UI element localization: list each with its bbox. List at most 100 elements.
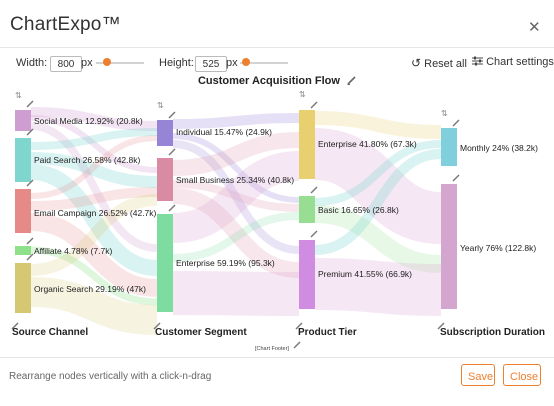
link — [172, 271, 300, 316]
sankey-node[interactable] — [15, 263, 31, 313]
node-label: Enterprise 41.80% (67.3k) — [318, 139, 417, 149]
link — [172, 132, 300, 176]
edit-pencil-icon[interactable] — [11, 322, 19, 330]
width-label: Width: — [16, 57, 48, 69]
link — [30, 152, 158, 188]
link — [313, 128, 443, 244]
edit-pencil-icon[interactable] — [437, 322, 445, 330]
reset-all-button[interactable]: ↺ Reset all — [411, 56, 467, 70]
width-slider-handle[interactable] — [103, 58, 111, 66]
close-icon[interactable]: ✕ — [528, 19, 541, 36]
edit-pencil-icon[interactable] — [293, 341, 301, 349]
link — [314, 258, 442, 316]
height-label: Height: — [159, 57, 194, 69]
app-title: ChartExpo™ — [10, 14, 121, 35]
sankey-node[interactable] — [441, 184, 457, 309]
sankey-node[interactable] — [441, 128, 457, 166]
sankey-chart: ⇅ ⇅ ⇅ ⇅ — [11, 90, 545, 352]
edit-pencil-icon[interactable] — [452, 119, 460, 127]
sankey-node[interactable] — [15, 246, 31, 255]
sankey-node[interactable] — [157, 120, 173, 146]
link — [172, 151, 300, 243]
link — [30, 194, 158, 276]
header-divider — [0, 47, 554, 48]
edit-pencil-icon[interactable] — [168, 148, 176, 156]
height-slider-handle[interactable] — [242, 58, 250, 66]
chart-footer-placeholder[interactable]: [Chart Footer] — [255, 346, 289, 352]
footer-divider — [0, 357, 554, 358]
drag-hint: Rearrange nodes vertically with a click-… — [9, 371, 212, 382]
reset-all-label: Reset all — [424, 58, 467, 70]
node-label: Yearly 76% (122.8k) — [460, 243, 536, 253]
sort-arrows-icon[interactable]: ⇅ — [299, 90, 306, 99]
node-label: Monthly 24% (38.2k) — [460, 143, 538, 153]
node-labels: Social Media 12.92% (20.8k) Paid Search … — [34, 116, 538, 294]
edit-pencil-icon[interactable] — [26, 179, 34, 187]
node-label: Small Business 25.34% (40.8k) — [176, 175, 294, 185]
link — [172, 140, 300, 254]
node-label: Enterprise 59.19% (95.3k) — [176, 258, 275, 268]
link — [30, 164, 158, 276]
edit-pencil-icon[interactable] — [168, 204, 176, 212]
sort-arrows-icon[interactable]: ⇅ — [15, 91, 22, 100]
height-slider[interactable] — [240, 62, 288, 64]
link — [30, 135, 158, 199]
edit-pencil-icon[interactable] — [26, 253, 34, 261]
link — [172, 188, 300, 278]
node-label: Basic 16.65% (26.8k) — [318, 205, 399, 215]
chart-settings-button[interactable]: Chart settings — [472, 56, 554, 68]
link — [172, 180, 300, 212]
settings-sliders-icon — [472, 56, 483, 66]
edit-pencil-icon[interactable] — [310, 101, 318, 109]
node-label: Individual 15.47% (24.9k) — [176, 127, 272, 137]
close-button[interactable]: Close — [503, 364, 541, 386]
edit-pencil-icon[interactable] — [168, 111, 176, 119]
sort-arrows-icon[interactable]: ⇅ — [441, 109, 448, 118]
link — [30, 246, 158, 306]
link — [172, 113, 300, 129]
edit-pencil-icon[interactable] — [153, 322, 161, 330]
save-button[interactable]: Save — [461, 364, 495, 386]
node-label: Paid Search 26.58% (42.8k) — [34, 155, 140, 165]
reset-icon: ↺ — [411, 56, 422, 70]
node-label: Social Media 12.92% (20.8k) — [34, 116, 143, 126]
node-label: Affiliate 4.78% (7.7k) — [34, 246, 112, 256]
edit-pencil-icon[interactable] — [26, 128, 34, 136]
sankey-node[interactable] — [299, 196, 315, 223]
link — [30, 277, 158, 335]
link — [172, 212, 300, 262]
link — [314, 140, 442, 206]
sort-handles[interactable]: ⇅ ⇅ ⇅ ⇅ — [15, 90, 448, 118]
height-input[interactable] — [195, 56, 227, 72]
edit-title-icon[interactable] — [347, 76, 356, 85]
column-title: Customer Segment — [155, 327, 247, 338]
width-input[interactable] — [50, 56, 82, 72]
height-unit: px — [226, 57, 238, 69]
chart-title[interactable]: Customer Acquisition Flow — [0, 75, 554, 87]
sankey-node[interactable] — [157, 214, 173, 312]
node-label: Email Campaign 26.52% (42.7k) — [34, 208, 157, 218]
link — [30, 213, 158, 297]
sankey-nodes[interactable] — [15, 110, 457, 313]
sankey-node[interactable] — [299, 110, 315, 179]
dialog-header: ChartExpo™ ✕ — [0, 0, 554, 52]
width-slider[interactable] — [96, 62, 144, 64]
width-unit: px — [81, 57, 93, 69]
edit-pencil-icon[interactable] — [26, 237, 34, 245]
edit-pencil-icon[interactable] — [295, 322, 303, 330]
sankey-node[interactable] — [157, 158, 173, 201]
sort-arrows-icon[interactable]: ⇅ — [157, 101, 164, 110]
edit-pencil-icon[interactable] — [310, 230, 318, 238]
column-title: Product Tier — [298, 327, 357, 338]
sankey-node[interactable] — [299, 240, 315, 309]
column-titles: Source Channel Customer Segment Product … — [12, 327, 545, 338]
sankey-node[interactable] — [15, 189, 31, 233]
sankey-node[interactable] — [15, 138, 31, 182]
edit-pencil-icon[interactable] — [310, 186, 318, 194]
sankey-node[interactable] — [15, 110, 31, 131]
node-edit-icons[interactable] — [11, 100, 460, 349]
edit-pencil-icon[interactable] — [26, 100, 34, 108]
edit-pencil-icon[interactable] — [452, 174, 460, 182]
link — [314, 149, 442, 255]
node-label: Organic Search 29.19% (47k) — [34, 284, 146, 294]
